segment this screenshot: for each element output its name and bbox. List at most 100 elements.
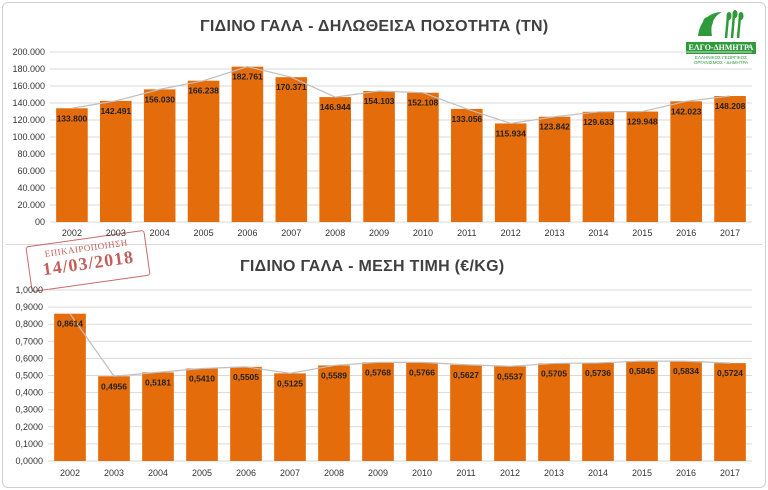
quantity-data-label: 166.238 xyxy=(188,86,219,96)
quantity-x-tick-label: 2017 xyxy=(720,228,740,238)
price-bar xyxy=(186,368,218,461)
quantity-y-tick-label: 80.000 xyxy=(17,149,45,159)
chart-title-quantity: ΓΙΔΙΝΟ ΓΑΛΑ - ΔΗΛΩΘΕΙΣΑ ΠΟΣΟΤΗΤΑ (ΤΝ) xyxy=(200,18,549,35)
price-y-tick-label: 0,7000 xyxy=(15,336,43,346)
price-bar xyxy=(318,365,350,461)
price-data-label: 0,5768 xyxy=(365,367,391,377)
logo-subtitle: ΕΛΛΗΝΙΚΟΣ ΓΕΩΡΓΙΚΟΣ ΟΡΓΑΝΙΣΜΟΣ - ΔΗΜΗΤΡΑ xyxy=(693,55,749,65)
price-data-label: 0,5537 xyxy=(497,371,523,381)
quantity-bar xyxy=(670,101,702,222)
quantity-bar xyxy=(187,80,220,223)
price-bar xyxy=(450,364,482,461)
price-y-tick-label: 0,9000 xyxy=(15,302,43,312)
price-bar xyxy=(142,372,174,461)
price-data-label: 0,5834 xyxy=(673,366,699,376)
price-data-label: 0,5410 xyxy=(189,373,215,383)
quantity-bar xyxy=(275,77,308,222)
quantity-y-tick-label: 100.000 xyxy=(12,132,45,142)
price-x-tick-label: 2011 xyxy=(456,468,475,478)
price-y-tick-label: 0,3000 xyxy=(15,405,43,415)
price-data-label: 0,5736 xyxy=(585,368,611,378)
logo-name: ΕΛΓΟ-ΔΗΜΗΤΡΑ xyxy=(686,42,756,54)
price-x-tick-label: 2017 xyxy=(720,468,740,478)
chart-title-price: ΓΙΔΙΝΟ ΓΑΛΑ - ΜΕΣΗ ΤΙΜΗ (€/KG) xyxy=(240,258,505,275)
price-y-tick-label: 0,5000 xyxy=(15,371,43,381)
quantity-data-label: 152.108 xyxy=(408,98,439,108)
quantity-x-tick-label: 2006 xyxy=(237,228,257,238)
quantity-data-label: 154.103 xyxy=(364,96,395,106)
price-data-label: 0,5627 xyxy=(453,370,479,380)
price-y-tick-label: 0,2000 xyxy=(15,422,43,432)
price-y-tick-label: 0,4000 xyxy=(15,388,43,398)
price-x-tick-label: 2016 xyxy=(676,468,696,478)
quantity-data-label: 142.491 xyxy=(100,106,131,116)
price-y-tick-label: 0,6000 xyxy=(15,353,43,363)
quantity-y-tick-label: 200.000 xyxy=(12,47,45,57)
price-data-label: 0,5766 xyxy=(409,367,435,377)
price-data-label: 0,4956 xyxy=(101,381,127,391)
price-x-tick-label: 2013 xyxy=(544,468,564,478)
price-x-tick-label: 2007 xyxy=(280,468,300,478)
quantity-data-label: 129.948 xyxy=(627,117,658,127)
price-y-tick-label: 0,8000 xyxy=(15,319,43,329)
quantity-y-tick-label: 40.000 xyxy=(17,183,45,193)
quantity-data-label: 142.023 xyxy=(671,106,702,116)
price-data-label: 0,5125 xyxy=(277,378,303,388)
price-bar xyxy=(362,362,394,461)
quantity-bar xyxy=(143,89,176,222)
quantity-x-tick-label: 2012 xyxy=(501,228,521,238)
price-data-label: 0,5724 xyxy=(717,368,743,378)
price-x-tick-label: 2015 xyxy=(632,468,652,478)
quantity-data-label: 133.800 xyxy=(57,113,88,123)
price-bar xyxy=(538,363,570,461)
price-bar xyxy=(274,373,306,461)
price-x-tick-label: 2010 xyxy=(412,468,432,478)
quantity-x-tick-label: 2005 xyxy=(194,228,214,238)
quantity-bar xyxy=(363,91,395,222)
price-y-tick-label: 1,0000 xyxy=(15,285,43,295)
quantity-y-tick-label: 00 xyxy=(35,217,45,227)
quantity-bar xyxy=(494,123,527,222)
price-bar xyxy=(582,362,614,461)
quantity-bar xyxy=(319,97,351,222)
price-data-label: 0,5589 xyxy=(321,370,347,380)
price-x-tick-label: 2012 xyxy=(500,468,520,478)
quantity-bar xyxy=(56,108,88,222)
quantity-bar xyxy=(714,96,746,222)
quantity-x-tick-label: 2008 xyxy=(325,228,345,238)
quantity-x-tick-label: 2016 xyxy=(676,228,696,238)
price-x-tick-label: 2009 xyxy=(368,468,388,478)
quantity-y-tick-label: 120.000 xyxy=(12,115,45,125)
quantity-data-label: 133.056 xyxy=(451,114,482,124)
quantity-bar xyxy=(231,66,264,222)
quantity-bar xyxy=(407,92,439,223)
quantity-x-tick-label: 2011 xyxy=(457,228,476,238)
quantity-data-label: 129.633 xyxy=(583,117,614,127)
quantity-data-label: 170.371 xyxy=(276,82,307,92)
quantity-x-tick-label: 2003 xyxy=(106,228,126,238)
quantity-x-tick-label: 2004 xyxy=(150,228,170,238)
price-bar xyxy=(98,376,130,461)
quantity-bar xyxy=(538,116,571,222)
quantity-bar xyxy=(626,111,659,222)
price-bar xyxy=(626,361,658,461)
price-bar xyxy=(230,366,262,461)
price-x-tick-label: 2005 xyxy=(192,468,212,478)
price-y-tick-label: 0,0000 xyxy=(15,456,43,466)
price-bar xyxy=(54,313,86,461)
quantity-x-tick-label: 2010 xyxy=(413,228,433,238)
price-bar xyxy=(714,363,746,461)
price-data-label: 0,5845 xyxy=(629,366,655,376)
quantity-x-tick-label: 2009 xyxy=(369,228,389,238)
quantity-x-tick-label: 2007 xyxy=(281,228,301,238)
price-data-label: 0,5181 xyxy=(145,377,171,387)
quantity-bar xyxy=(582,111,615,222)
quantity-y-tick-label: 20.000 xyxy=(17,200,45,210)
price-bar xyxy=(494,366,526,461)
price-x-tick-label: 2008 xyxy=(324,468,344,478)
quantity-y-tick-label: 160.000 xyxy=(12,81,45,91)
price-bar xyxy=(670,361,702,461)
price-data-label: 0,5705 xyxy=(541,368,567,378)
price-trend-line xyxy=(69,313,731,377)
